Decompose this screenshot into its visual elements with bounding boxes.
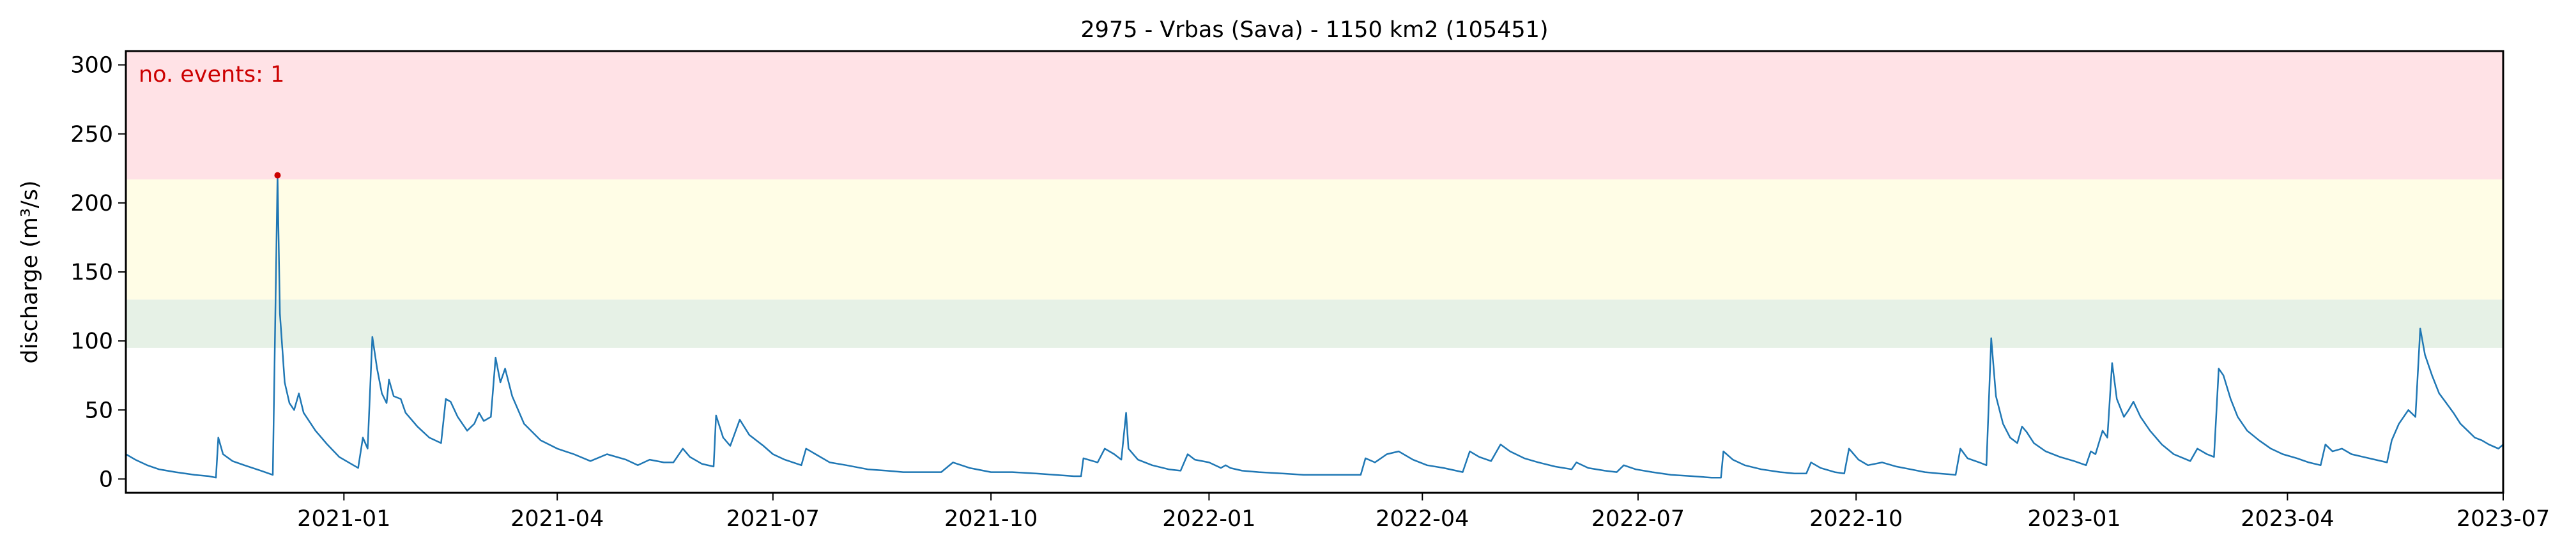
x-axis-ticks: 2021-01 2021-04 2021-07 2021-10 2022-01 2022-… (297, 493, 2550, 532)
y-tick-label-3: 150 (70, 260, 113, 285)
x-tick-label-7: 2022-10 (1809, 506, 1903, 532)
threshold-band-0 (126, 299, 2503, 348)
x-tick-label-6: 2022-07 (1591, 506, 1685, 532)
x-tick-label-2: 2021-07 (726, 506, 820, 532)
y-tick-label-2: 100 (70, 329, 113, 354)
event-markers (274, 172, 281, 179)
y-tick-label-5: 250 (70, 122, 113, 147)
y-axis-ticks: 0 50 100 150 200 250 300 (70, 53, 126, 492)
x-tick-label-5: 2022-04 (1376, 506, 1469, 532)
series-line-0 (125, 174, 2504, 479)
series-lines (125, 174, 2504, 479)
threshold-band-2 (126, 51, 2503, 180)
x-tick-label-9: 2023-04 (2241, 506, 2334, 532)
x-tick-label-0: 2021-01 (297, 506, 390, 532)
threshold-bands (126, 51, 2503, 348)
y-tick-label-0: 0 (99, 467, 113, 492)
x-tick-label-8: 2023-01 (2027, 506, 2120, 532)
threshold-band-1 (126, 179, 2503, 300)
y-axis-label: discharge (m³/s) (17, 180, 43, 363)
x-tick-label-10: 2023-07 (2457, 506, 2550, 532)
x-tick-label-1: 2021-04 (510, 506, 604, 532)
event-marker-0 (274, 172, 281, 179)
x-tick-label-3: 2021-10 (944, 506, 1038, 532)
y-tick-label-6: 300 (70, 53, 113, 79)
y-tick-label-4: 200 (70, 191, 113, 216)
events-annotation: no. events: 1 (139, 62, 284, 87)
x-tick-label-4: 2022-01 (1162, 506, 1255, 532)
chart-title: 2975 - Vrbas (Sava) - 1150 km2 (105451) (1080, 17, 1548, 43)
y-tick-label-1: 50 (84, 398, 113, 423)
